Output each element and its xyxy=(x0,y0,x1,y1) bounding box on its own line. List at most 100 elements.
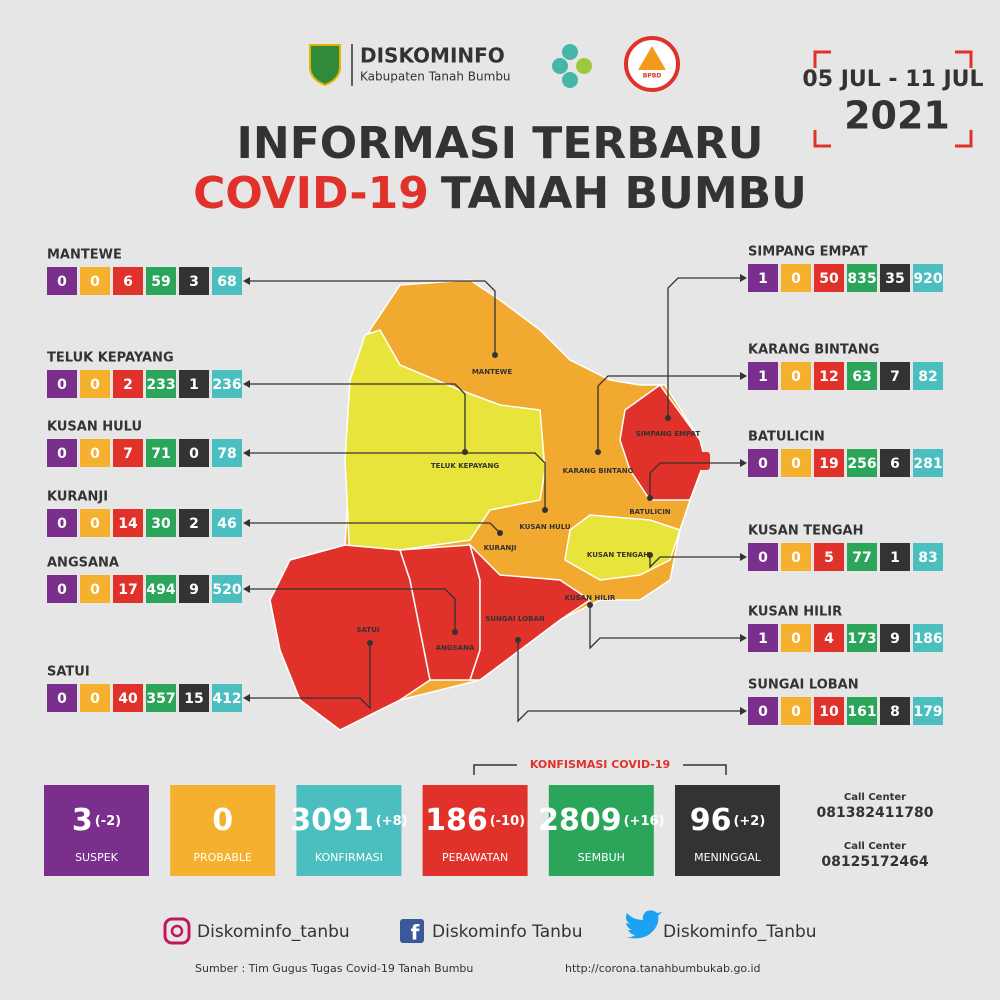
map-label: KARANG BINTANG xyxy=(563,467,634,475)
map-dot xyxy=(492,352,498,358)
count-box xyxy=(880,543,910,571)
facebook-handle: Diskominfo Tanbu xyxy=(432,922,583,942)
map-label: SIMPANG EMPAT xyxy=(636,430,701,438)
summary-change: (-2) xyxy=(95,814,121,829)
count-value: 14 xyxy=(118,516,138,532)
count-value: 1 xyxy=(189,377,199,393)
summary-change: (+8) xyxy=(376,814,408,829)
count-value: 63 xyxy=(852,369,871,385)
count-box xyxy=(212,509,242,537)
count-value: 0 xyxy=(90,446,100,462)
map-dot xyxy=(595,449,601,455)
count-box xyxy=(913,264,943,292)
count-value: 161 xyxy=(847,704,876,720)
summary-value-group: 0 xyxy=(212,803,233,838)
count-value: 2 xyxy=(189,516,199,532)
count-box xyxy=(212,439,242,467)
count-box xyxy=(80,509,110,537)
count-box xyxy=(146,575,176,603)
region-satui xyxy=(269,544,431,731)
connector-arrow xyxy=(740,707,747,715)
count-value: 0 xyxy=(791,456,801,472)
count-value: 9 xyxy=(890,631,900,647)
call-number: 081382411780 xyxy=(817,805,934,821)
count-value: 68 xyxy=(217,274,236,290)
map-label: SUNGAI LOBAN xyxy=(485,615,545,623)
count-value: 0 xyxy=(791,271,801,287)
count-value: 0 xyxy=(90,377,100,393)
map-dot xyxy=(647,495,653,501)
count-value: 835 xyxy=(847,271,876,287)
summary-value-group: 3091 (+8) xyxy=(290,803,407,838)
count-box xyxy=(47,684,77,712)
count-value: 0 xyxy=(57,446,67,462)
count-value: 0 xyxy=(57,516,67,532)
map-dot xyxy=(367,640,373,646)
instagram-icon xyxy=(163,917,191,945)
count-box xyxy=(113,370,143,398)
count-box xyxy=(880,624,910,652)
confirm-heading: KONFISMASI COVID-19 xyxy=(530,758,670,771)
summary-value: 0 xyxy=(212,803,233,838)
count-box xyxy=(847,449,877,477)
date-range: 05 JUL - 11 JUL xyxy=(802,67,983,92)
map-dot xyxy=(462,449,468,455)
count-value: 1 xyxy=(758,271,768,287)
map-label: ANGSANA xyxy=(436,644,475,652)
count-value: 0 xyxy=(791,550,801,566)
summary-value: 3 xyxy=(72,803,93,838)
count-box xyxy=(847,362,877,390)
count-box xyxy=(80,267,110,295)
map-dot xyxy=(542,507,548,513)
island xyxy=(698,452,710,470)
connector-arrow xyxy=(243,585,250,593)
count-box xyxy=(80,575,110,603)
count-box xyxy=(113,439,143,467)
count-box xyxy=(179,439,209,467)
count-box xyxy=(880,449,910,477)
count-value: 0 xyxy=(758,550,768,566)
count-value: 30 xyxy=(151,516,171,532)
map: MANTEWE TELUK KEPAYANG KUSAN HULU KURANJI AN… xyxy=(269,279,710,731)
count-value: 71 xyxy=(151,446,170,462)
district-name: SATUI xyxy=(47,665,90,680)
count-box xyxy=(80,684,110,712)
count-box xyxy=(847,624,877,652)
count-value: 40 xyxy=(118,691,138,707)
count-box xyxy=(814,543,844,571)
count-box xyxy=(146,267,176,295)
count-value: 77 xyxy=(852,550,871,566)
count-box xyxy=(913,449,943,477)
count-value: 2 xyxy=(123,377,133,393)
count-value: 8 xyxy=(890,704,900,720)
count-value: 83 xyxy=(918,550,937,566)
connector-arrow xyxy=(740,459,747,467)
count-value: 0 xyxy=(791,704,801,720)
count-box xyxy=(146,439,176,467)
count-value: 6 xyxy=(123,274,133,290)
regency-logo xyxy=(309,44,341,87)
district-name: SIMPANG EMPAT xyxy=(748,245,868,260)
connector xyxy=(248,643,371,710)
summary-change: (+16) xyxy=(624,814,665,829)
summary-box xyxy=(422,785,528,876)
count-value: 281 xyxy=(913,456,942,472)
count-value: 0 xyxy=(90,582,100,598)
connector xyxy=(517,640,742,723)
connector xyxy=(248,588,456,632)
count-box xyxy=(47,370,77,398)
connector xyxy=(248,522,501,534)
connector-arrow xyxy=(243,449,250,457)
region-kusan-tengah xyxy=(564,514,681,581)
bpbd-text: BPBD xyxy=(643,73,662,80)
count-box xyxy=(212,575,242,603)
count-value: 59 xyxy=(151,274,170,290)
count-value: 173 xyxy=(847,631,876,647)
count-box xyxy=(748,543,778,571)
title-line2: COVID-19 TANAH BUMBU xyxy=(193,168,807,219)
connector xyxy=(649,555,742,569)
district-name: MANTEWE xyxy=(47,248,122,263)
call-label: Call Center xyxy=(844,841,906,852)
footer-url: http://corona.tanahbumbukab.go.id xyxy=(565,962,761,975)
